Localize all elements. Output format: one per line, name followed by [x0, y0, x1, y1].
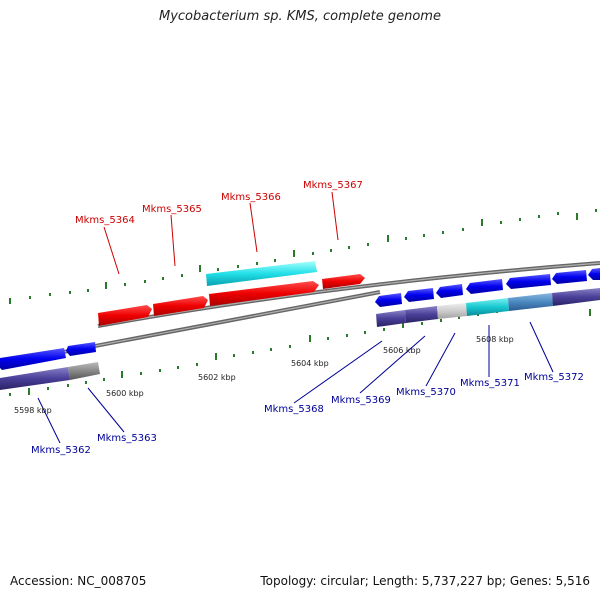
- gene-label[interactable]: Mkms_5363: [97, 433, 157, 444]
- gene-arrow[interactable]: [153, 296, 208, 316]
- gene-arrow[interactable]: [66, 342, 96, 356]
- gene-arrow[interactable]: [436, 284, 463, 298]
- gene-arrow[interactable]: [506, 274, 551, 289]
- gene-arrow[interactable]: [552, 288, 600, 306]
- gene-label[interactable]: Mkms_5372: [524, 372, 584, 383]
- reverse-genes-left: [0, 342, 100, 390]
- gene-arrow[interactable]: [98, 305, 152, 326]
- gene-arrow[interactable]: [68, 362, 100, 380]
- scale-label: 5604 kbp: [291, 359, 329, 368]
- gene-arrow[interactable]: [209, 281, 319, 306]
- gene-label[interactable]: Mkms_5367: [303, 180, 363, 191]
- gene-arrow[interactable]: [437, 303, 467, 319]
- forward-label-leaders: [103, 191, 339, 275]
- gene-arrow[interactable]: [466, 279, 503, 294]
- accession-label: Accession: NC_008705: [10, 574, 147, 588]
- reverse-genes-right: [375, 268, 600, 327]
- gene-label[interactable]: Mkms_5365: [142, 204, 202, 215]
- gene-label[interactable]: Mkms_5370: [396, 387, 456, 398]
- genome-summary: Topology: circular; Length: 5,737,227 bp…: [260, 574, 590, 588]
- reverse-gene-labels: Mkms_5362 Mkms_5363 Mkms_5368 Mkms_5369 …: [31, 372, 584, 456]
- gene-arrow[interactable]: [508, 293, 553, 311]
- gene-arrow[interactable]: [588, 268, 600, 280]
- gene-arrow[interactable]: [404, 288, 434, 302]
- gene-arrow[interactable]: [405, 306, 438, 323]
- gene-label[interactable]: Mkms_5366: [221, 192, 281, 203]
- scale-label: 5606 kbp: [383, 346, 421, 355]
- reverse-label-leaders: [37, 321, 554, 444]
- gene-arrow[interactable]: [206, 261, 317, 286]
- gene-arrow[interactable]: [322, 274, 365, 289]
- gene-label[interactable]: Mkms_5362: [31, 445, 91, 456]
- gene-label[interactable]: Mkms_5368: [264, 404, 324, 415]
- gene-arrow[interactable]: [552, 270, 587, 284]
- gene-arrow[interactable]: [375, 293, 402, 307]
- scale-label: 5602 kbp: [198, 373, 236, 382]
- scale-label: 5600 kbp: [106, 389, 144, 398]
- gene-label[interactable]: Mkms_5371: [460, 378, 520, 389]
- forward-tick-marks: [9, 209, 597, 304]
- gene-label[interactable]: Mkms_5369: [331, 395, 391, 406]
- scale-label: 5608 kbp: [476, 335, 514, 344]
- gene-label[interactable]: Mkms_5364: [75, 215, 135, 226]
- gene-arrow[interactable]: [466, 298, 509, 316]
- gene-arrow[interactable]: [0, 367, 70, 390]
- forward-gene-labels: Mkms_5364 Mkms_5365 Mkms_5366 Mkms_5367: [75, 180, 363, 226]
- scale-labels: 5598 kbp 5600 kbp 5602 kbp 5604 kbp 5606…: [14, 335, 514, 415]
- gene-arrow[interactable]: [376, 310, 406, 327]
- gene-arrow[interactable]: [0, 348, 66, 370]
- scale-label: 5598 kbp: [14, 406, 52, 415]
- forward-genes: [98, 261, 365, 326]
- page-title: Mycobacterium sp. KMS, complete genome: [159, 9, 441, 24]
